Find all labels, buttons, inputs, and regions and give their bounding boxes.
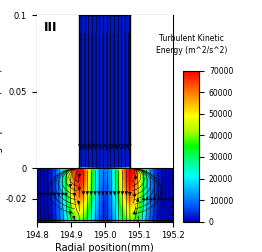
FancyArrowPatch shape [64,193,67,196]
FancyArrowPatch shape [82,192,85,195]
FancyArrowPatch shape [61,193,64,196]
FancyArrowPatch shape [157,197,160,200]
FancyArrowPatch shape [133,211,135,214]
FancyArrowPatch shape [121,192,124,195]
FancyArrowPatch shape [73,193,76,196]
Bar [130,15,173,168]
FancyArrowPatch shape [172,198,174,201]
FancyArrowPatch shape [73,216,75,219]
FancyArrowPatch shape [86,192,89,195]
Y-axis label: Height position(mm): Height position(mm) [0,68,3,169]
FancyArrowPatch shape [57,193,60,196]
FancyArrowPatch shape [125,192,128,195]
FancyArrowPatch shape [35,169,38,172]
FancyArrowPatch shape [164,197,167,200]
FancyArrowPatch shape [128,192,131,195]
FancyArrowPatch shape [105,192,108,195]
FancyArrowPatch shape [136,220,139,223]
FancyArrowPatch shape [101,192,104,195]
FancyArrowPatch shape [161,197,163,200]
FancyArrowPatch shape [69,184,72,187]
FancyArrowPatch shape [117,192,120,195]
FancyArrowPatch shape [171,205,174,208]
FancyArrowPatch shape [54,193,57,196]
FancyArrowPatch shape [97,192,100,195]
FancyArrowPatch shape [50,193,53,196]
FancyArrowPatch shape [35,204,38,207]
Text: Turbulent Kinetic: Turbulent Kinetic [159,34,224,43]
FancyArrowPatch shape [77,201,80,204]
FancyArrowPatch shape [78,174,81,177]
X-axis label: Radial position(mm): Radial position(mm) [56,243,154,252]
FancyArrowPatch shape [113,192,116,195]
FancyArrowPatch shape [35,183,38,186]
FancyArrowPatch shape [137,199,139,201]
FancyArrowPatch shape [94,192,96,195]
FancyArrowPatch shape [134,175,137,178]
Text: Energy (m^2/s^2): Energy (m^2/s^2) [156,46,227,55]
FancyArrowPatch shape [46,193,49,196]
FancyArrowPatch shape [69,212,72,215]
FancyArrowPatch shape [172,180,174,183]
FancyArrowPatch shape [142,197,145,200]
FancyArrowPatch shape [168,197,171,200]
FancyArrowPatch shape [39,193,41,196]
FancyArrowPatch shape [42,193,45,196]
FancyArrowPatch shape [90,192,92,195]
FancyArrowPatch shape [171,220,174,223]
FancyArrowPatch shape [133,193,136,196]
FancyArrowPatch shape [153,197,156,200]
FancyArrowPatch shape [78,188,81,191]
Bar [37,15,79,168]
FancyArrowPatch shape [149,197,152,200]
FancyArrowPatch shape [109,192,112,195]
FancyArrowPatch shape [35,176,38,179]
FancyArrowPatch shape [171,212,174,215]
FancyArrowPatch shape [146,197,148,200]
Bar [79,15,130,168]
Text: III: III [43,21,57,34]
